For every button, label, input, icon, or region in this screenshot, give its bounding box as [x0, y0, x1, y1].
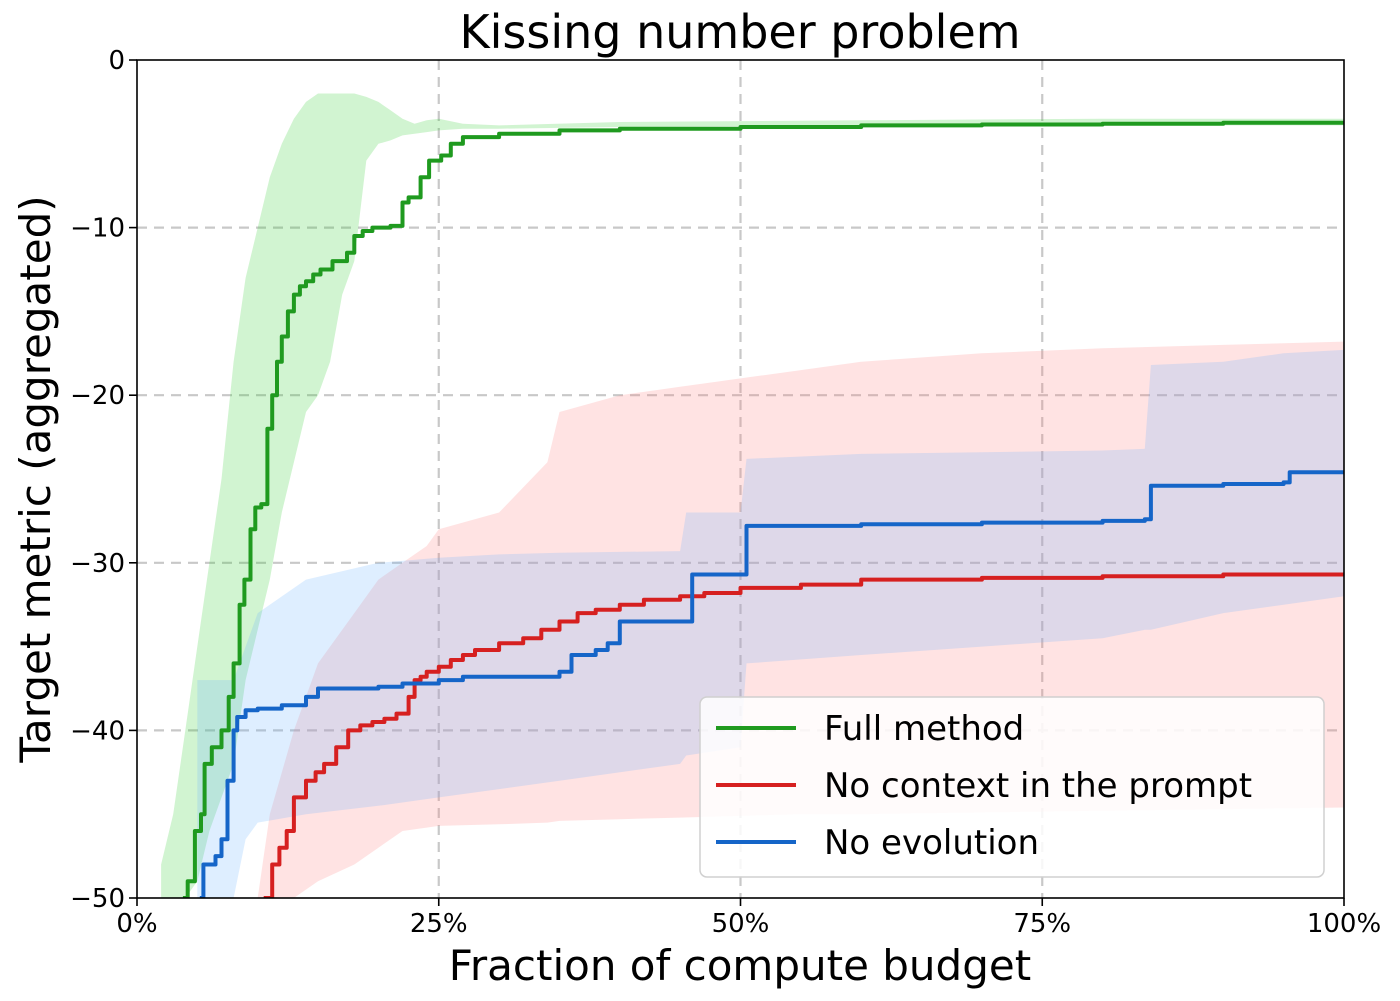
line-series-2 — [263, 572, 1344, 898]
band-series-3 — [197, 349, 1344, 898]
y-tick-label: −40 — [70, 716, 125, 746]
x-tick-label: 50% — [712, 909, 770, 939]
legend-label: No evolution — [824, 823, 1039, 863]
series-lines — [182, 120, 1344, 898]
legend-label: Full method — [824, 709, 1024, 749]
chart-title: Kissing number problem — [459, 5, 1020, 59]
y-tick-label: −30 — [70, 549, 125, 579]
x-tick-label: 25% — [410, 909, 468, 939]
y-axis-label: Target metric (aggregated) — [11, 195, 60, 763]
legend: Full method No context in the prompt No ev… — [699, 696, 1325, 878]
x-tick-label: 100% — [1307, 909, 1381, 939]
legend-box — [699, 696, 1325, 878]
x-tick-label: 0% — [116, 909, 157, 939]
line-series-3 — [199, 470, 1344, 898]
band-series-1 — [161, 93, 1344, 898]
y-tick-label: 0 — [108, 46, 125, 76]
legend-label: No context in the prompt — [824, 766, 1252, 806]
y-tick-label: −50 — [70, 884, 125, 914]
x-axis-label: Fraction of compute budget — [449, 941, 1031, 990]
x-tick-label: 75% — [1013, 909, 1071, 939]
line-series-1 — [182, 120, 1344, 898]
y-tick-label: −10 — [70, 214, 125, 244]
y-tick-label: −20 — [70, 381, 125, 411]
axis-ticks: 0% 25% 50% 75% 100% 0 −10 −20 −30 −40 −50 — [70, 46, 1381, 939]
